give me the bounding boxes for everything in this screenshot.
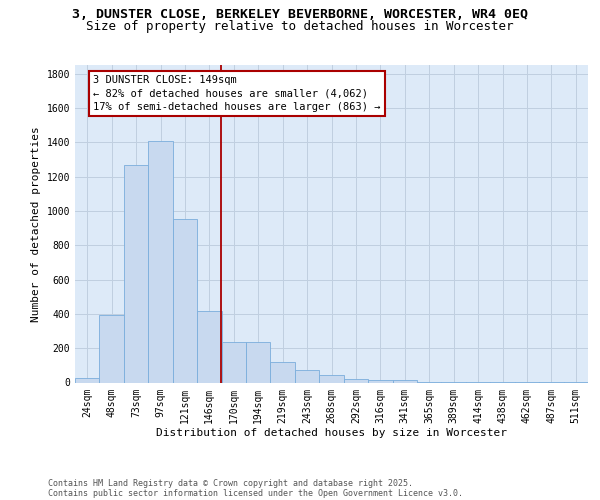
- Bar: [344, 379, 368, 382]
- Text: Contains public sector information licensed under the Open Government Licence v3: Contains public sector information licen…: [48, 488, 463, 498]
- Text: 3, DUNSTER CLOSE, BERKELEY BEVERBORNE, WORCESTER, WR4 0EQ: 3, DUNSTER CLOSE, BERKELEY BEVERBORNE, W…: [72, 8, 528, 20]
- Bar: [392, 380, 417, 382]
- Text: Size of property relative to detached houses in Worcester: Size of property relative to detached ho…: [86, 20, 514, 33]
- Bar: [271, 362, 295, 382]
- Bar: [173, 218, 197, 382]
- Bar: [148, 140, 173, 382]
- Bar: [319, 375, 344, 382]
- Bar: [124, 166, 148, 382]
- Bar: [75, 378, 100, 382]
- Bar: [221, 342, 246, 382]
- Bar: [295, 370, 319, 382]
- Text: Contains HM Land Registry data © Crown copyright and database right 2025.: Contains HM Land Registry data © Crown c…: [48, 478, 413, 488]
- Y-axis label: Number of detached properties: Number of detached properties: [31, 126, 41, 322]
- Bar: [100, 314, 124, 382]
- Text: 3 DUNSTER CLOSE: 149sqm
← 82% of detached houses are smaller (4,062)
17% of semi: 3 DUNSTER CLOSE: 149sqm ← 82% of detache…: [94, 76, 381, 112]
- X-axis label: Distribution of detached houses by size in Worcester: Distribution of detached houses by size …: [156, 428, 507, 438]
- Bar: [368, 380, 392, 382]
- Bar: [197, 312, 221, 382]
- Bar: [246, 342, 271, 382]
